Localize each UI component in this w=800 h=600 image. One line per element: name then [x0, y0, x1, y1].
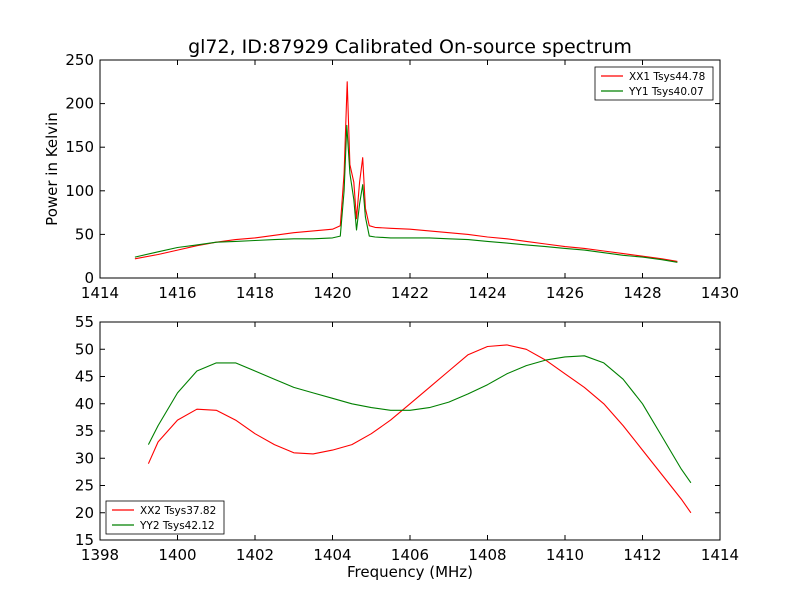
y-tick-label: 40 — [75, 395, 94, 413]
legend-label-1: XX1 Tsys44.78 — [629, 71, 705, 83]
bottom-panel: 1398 1400 1402 1404 1406 1408 1410 1412 1414 15 20… — [75, 313, 739, 581]
x-tick-label: 1398 — [81, 546, 119, 564]
series-line-2 — [134, 124, 678, 263]
legend-label-1: XX2 Tsys37.82 — [140, 505, 216, 517]
y-tick-label: 50 — [75, 225, 94, 243]
y-tick-label: 100 — [65, 182, 94, 200]
y-tick-label: 30 — [75, 449, 94, 467]
chart-title: gl72, ID:87929 Calibrated On-source spec… — [188, 36, 632, 58]
y-tick-label: 200 — [65, 95, 94, 113]
y-tick-label: 250 — [65, 51, 94, 69]
y-tick-label: 45 — [75, 368, 94, 386]
legend-box — [105, 500, 225, 535]
x-tick-label: 1414 — [701, 546, 739, 564]
y-tick-label: 25 — [75, 477, 94, 495]
x-tick-label: 1418 — [236, 284, 274, 302]
series-line-1 — [147, 344, 692, 514]
x-tick-label: 1400 — [158, 546, 196, 564]
y-tick-label: 0 — [84, 269, 94, 287]
legend-box — [594, 66, 714, 101]
x-tick-label: 1422 — [391, 284, 429, 302]
legend-label-2: YY2 Tsys42.12 — [139, 520, 215, 532]
x-tick-label: 1420 — [313, 284, 351, 302]
y-tick-label: 20 — [75, 504, 94, 522]
x-tick-label: 1414 — [81, 284, 119, 302]
y-tick-label: 35 — [75, 422, 94, 440]
x-tick-label: 1408 — [468, 546, 506, 564]
y-tick-label: 55 — [75, 313, 94, 331]
x-tick-label: 1402 — [236, 546, 274, 564]
x-axis-label: Frequency (MHz) — [347, 563, 473, 581]
x-tick-label: 1428 — [623, 284, 661, 302]
x-tick-label: 1406 — [391, 546, 429, 564]
y-axis-label: Power in Kelvin — [43, 112, 61, 226]
x-tick-label: 1426 — [546, 284, 584, 302]
x-tick-label: 1410 — [546, 546, 584, 564]
legend-label-2: YY1 Tsys40.07 — [628, 86, 704, 98]
y-tick-label: 15 — [75, 531, 94, 549]
series-line-1 — [134, 81, 678, 262]
y-tick-label: 50 — [75, 340, 94, 358]
x-tick-label: 1412 — [623, 546, 661, 564]
x-tick-label: 1404 — [313, 546, 351, 564]
legend: XX2 Tsys37.82 YY2 Tsys42.12 — [105, 500, 225, 535]
x-tick-label: 1416 — [158, 284, 196, 302]
top-panel: 1414 1416 1418 1420 1422 1424 1426 1428 1430 0 50 1… — [43, 51, 739, 302]
x-tick-label: 1424 — [468, 284, 506, 302]
series-line-2 — [147, 355, 692, 484]
legend: XX1 Tsys44.78 YY1 Tsys40.07 — [594, 66, 714, 101]
x-tick-label: 1430 — [701, 284, 739, 302]
y-tick-label: 150 — [65, 138, 94, 156]
